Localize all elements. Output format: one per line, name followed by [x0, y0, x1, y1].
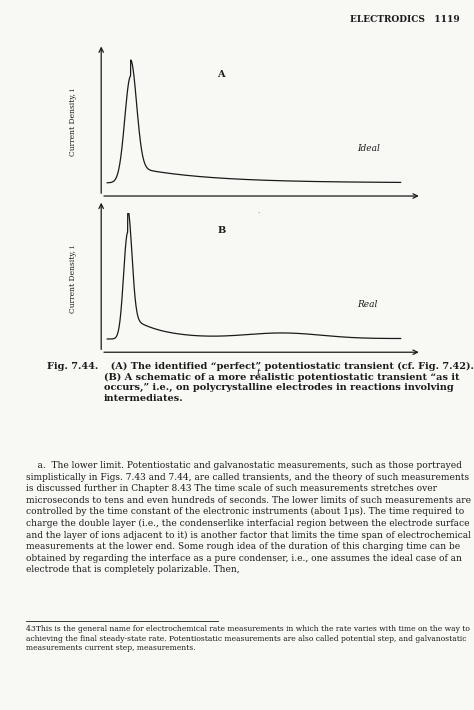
Text: Ideal: Ideal [357, 144, 380, 153]
Text: a.  The lower limit. Potentiostatic and galvanostatic measurements, such as thos: a. The lower limit. Potentiostatic and g… [26, 462, 471, 574]
Text: Real: Real [357, 300, 377, 310]
Text: ELECTRODICS   1119: ELECTRODICS 1119 [350, 15, 460, 23]
Text: Current Density, i: Current Density, i [70, 89, 77, 156]
Text: 43This is the general name for electrochemical rate measurements in which the ra: 43This is the general name for electroch… [26, 625, 470, 652]
Text: A: A [218, 70, 225, 79]
Text: Fig. 7.44.: Fig. 7.44. [47, 362, 99, 371]
Text: B: B [217, 226, 226, 235]
Text: (A) The identified “perfect” potentiostatic transient (cf. Fig. 7.42). (B) A sch: (A) The identified “perfect” potentiosta… [104, 362, 474, 403]
Text: Current Density, i: Current Density, i [70, 245, 77, 312]
Text: t: t [256, 368, 260, 377]
Text: t: t [256, 212, 260, 221]
